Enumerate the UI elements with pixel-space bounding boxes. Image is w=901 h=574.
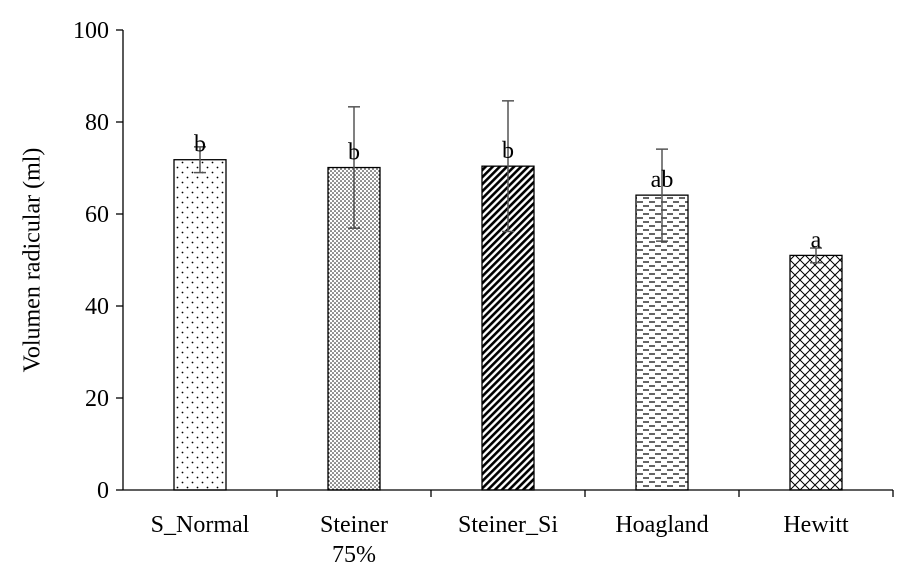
significance-labels-layer: b b b ab a	[194, 132, 822, 254]
y-axis-label: Volumen radicular (ml)	[20, 148, 46, 373]
significance-label: a	[811, 227, 822, 253]
y-tick-label: 20	[85, 386, 109, 412]
significance-label: b	[194, 132, 206, 158]
error-bars-layer	[194, 100, 822, 264]
x-category-label: Steiner 75%	[320, 512, 388, 568]
bar	[789, 254, 843, 491]
x-category-label: Steiner_Si	[458, 512, 558, 538]
y-tick-label: 0	[97, 478, 109, 504]
bar	[173, 159, 227, 491]
y-tick-label: 60	[85, 202, 109, 228]
x-category-label: S_Normal	[151, 512, 250, 538]
significance-label: b	[348, 140, 360, 166]
significance-label: ab	[651, 167, 674, 193]
bar	[635, 194, 689, 491]
axes-layer: 0 20 40 60 80 100 S_Normal Steiner 75% Steiner_Si…	[73, 18, 894, 568]
significance-label: b	[502, 138, 514, 164]
y-tick-label: 100	[73, 18, 109, 44]
x-category-label: Hoagland	[615, 512, 708, 538]
y-tick-label: 40	[85, 294, 109, 320]
y-tick-label: 80	[85, 110, 109, 136]
x-category-label: Hewitt	[783, 512, 849, 538]
